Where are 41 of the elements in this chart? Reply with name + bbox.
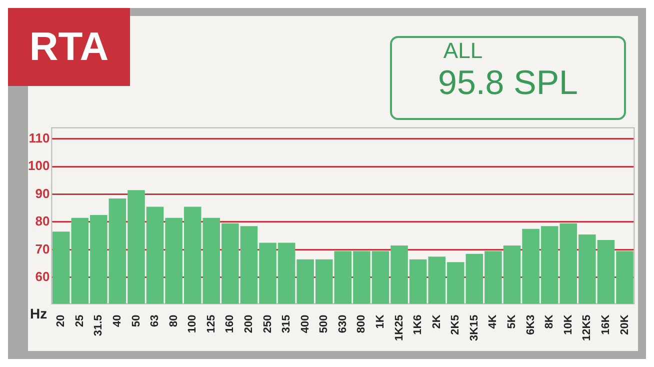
x-tick-label: 250 <box>262 314 274 334</box>
y-tick-label: 80 <box>35 214 50 229</box>
x-tick-label: 20K <box>618 314 631 335</box>
x-tick-label: 12K5 <box>581 314 594 341</box>
x-tick-label: 10K <box>562 314 574 335</box>
y-tick-label: 90 <box>35 186 50 201</box>
y-tick-label: 100 <box>28 158 50 174</box>
y-tick-label: 110 <box>28 130 50 146</box>
x-axis-title: Hz <box>30 306 48 322</box>
x-tick-label: 500 <box>318 314 330 334</box>
x-tick-label: 125 <box>205 314 218 334</box>
y-tick-label: 70 <box>35 241 50 256</box>
x-tick-label: 315 <box>280 314 293 334</box>
x-tick-label: 8K <box>544 314 556 329</box>
x-tick-label: 200 <box>243 314 255 334</box>
text: ALL <box>442 38 484 64</box>
x-tick-label: 6K3 <box>524 314 537 335</box>
x-tick-label: 400 <box>299 314 312 334</box>
x-tick-label: 1K6 <box>412 314 424 335</box>
x-tick-label: 1K25 <box>393 314 406 341</box>
x-tick-label: 1K <box>374 314 387 329</box>
x-tick-label: 40 <box>111 314 124 327</box>
x-tick-label: 800 <box>356 314 368 334</box>
x-tick-label: 25 <box>74 314 86 327</box>
x-tick-label: 100 <box>186 314 199 334</box>
x-tick-label: 50 <box>130 314 142 327</box>
y-tick-label: 60 <box>35 268 50 284</box>
x-tick-label: 2K <box>430 314 443 329</box>
x-tick-label: 63 <box>149 314 162 327</box>
x-tick-label: 80 <box>168 314 180 327</box>
x-tick-label: 4K <box>487 314 500 329</box>
x-tick-label: 160 <box>224 314 236 334</box>
x-tick-label: 5K <box>506 314 518 329</box>
x-tick-label: 20 <box>55 314 68 327</box>
x-tick-label: 16K <box>600 314 612 335</box>
x-tick-label: 630 <box>336 314 349 334</box>
chart-title: RTA <box>8 8 130 86</box>
x-tick-label: 2K5 <box>450 314 462 335</box>
text: 95.8 SPL <box>437 64 579 103</box>
x-tick-label: 31.5 <box>92 314 105 336</box>
x-tick-label: 3K15 <box>468 314 480 341</box>
